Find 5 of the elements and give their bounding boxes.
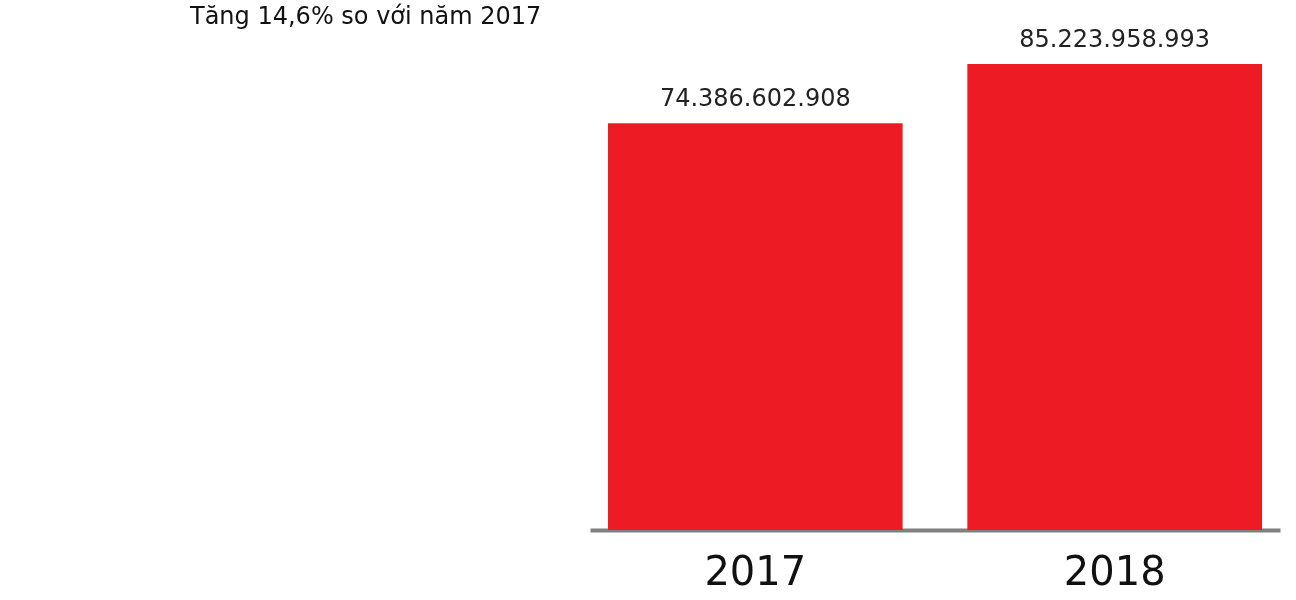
x-tick-label: 2018 [1063,547,1166,594]
data-label: 85.223.958.993 [1019,25,1211,53]
data-label: 74.386.602.908 [659,84,851,113]
x-tick-label: 2017 [704,547,807,594]
text: Tăng 14,6% so với năm 2017 [190,2,542,30]
